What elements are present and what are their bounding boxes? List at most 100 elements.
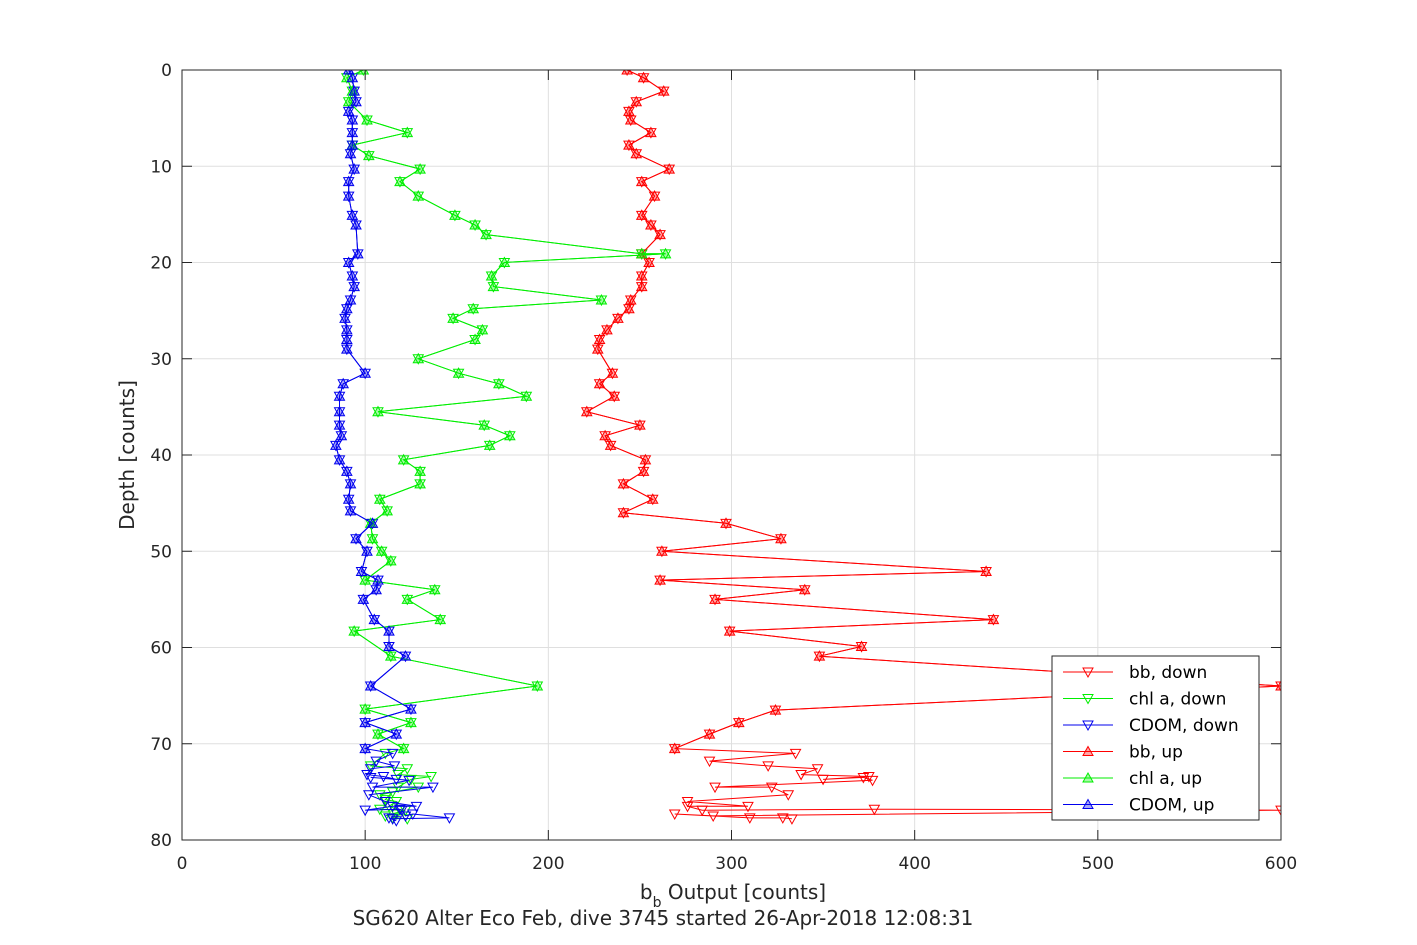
data-point <box>498 256 511 267</box>
data-point <box>857 772 870 784</box>
data-point <box>657 85 670 96</box>
data-point <box>399 811 412 822</box>
data-point <box>342 190 355 201</box>
data-point <box>1275 679 1281 691</box>
data-point <box>634 419 646 430</box>
data-point <box>399 650 412 661</box>
data-point <box>608 390 621 401</box>
data-point <box>375 545 388 556</box>
series-line <box>585 70 1281 750</box>
data-point <box>414 163 426 174</box>
data-point <box>364 772 377 784</box>
data-point <box>330 439 342 450</box>
data-point <box>383 813 395 824</box>
legend-label: chl a, up <box>1129 769 1202 789</box>
legend-label: bb, down <box>1129 663 1207 683</box>
data-point <box>401 593 414 604</box>
data-point <box>531 679 544 691</box>
data-point <box>388 761 401 772</box>
x-tick-label: 200 <box>532 854 564 874</box>
data-point <box>342 175 355 187</box>
data-point <box>630 147 643 159</box>
data-point <box>709 782 721 794</box>
x-axis-label-subscript: b <box>653 895 662 911</box>
data-point <box>346 139 359 150</box>
data-point <box>344 294 357 305</box>
data-point <box>346 114 359 125</box>
data-point <box>703 756 716 768</box>
data-point <box>390 816 403 827</box>
data-point <box>397 453 410 465</box>
x-tick-label: 500 <box>1082 854 1114 874</box>
data-point <box>397 742 410 754</box>
data-point <box>452 367 465 378</box>
data-point <box>659 247 672 259</box>
data-point <box>364 764 377 775</box>
data-point <box>654 574 666 585</box>
y-tick-label: 10 <box>150 157 172 177</box>
data-point <box>384 554 397 566</box>
data-point <box>789 748 802 760</box>
data-point <box>412 190 425 201</box>
y-tick-label: 0 <box>161 61 172 81</box>
data-point <box>333 405 346 417</box>
data-point <box>406 809 419 821</box>
x-tick-label: 100 <box>349 854 381 874</box>
data-point <box>645 218 657 230</box>
data-point <box>656 545 668 556</box>
x-axis-label-rest: Output [counts] <box>661 880 826 904</box>
data-point <box>425 771 437 783</box>
data-point <box>405 716 417 728</box>
data-point <box>350 95 362 107</box>
y-tick-label: 70 <box>150 735 172 755</box>
data-point <box>868 804 881 816</box>
data-point <box>342 70 355 75</box>
data-point <box>394 175 406 187</box>
data-point <box>720 517 732 528</box>
data-point <box>624 114 637 125</box>
data-point <box>866 775 879 787</box>
data-point <box>346 269 359 281</box>
data-point <box>668 809 681 821</box>
legend-marker <box>1082 720 1094 732</box>
data-point <box>987 613 1000 625</box>
data-point <box>346 209 359 220</box>
x-tick-label: 0 <box>177 854 188 874</box>
y-tick-label: 80 <box>150 831 172 851</box>
data-point <box>668 742 681 754</box>
data-point <box>362 149 375 161</box>
data-point <box>348 625 361 636</box>
y-tick-label: 40 <box>150 446 172 466</box>
data-point <box>366 782 379 794</box>
data-point <box>357 70 370 75</box>
data-point <box>386 814 399 825</box>
series-layer <box>330 70 1281 827</box>
data-point <box>624 294 637 305</box>
series-line <box>346 70 666 750</box>
data-point <box>401 126 414 138</box>
data-point <box>333 453 346 465</box>
data-point <box>346 126 359 138</box>
data-point <box>359 805 372 817</box>
data-point <box>483 439 496 450</box>
data-point <box>361 770 373 781</box>
data-point <box>342 256 355 267</box>
data-point <box>366 532 379 544</box>
data-point <box>341 343 353 354</box>
legend-marker <box>1082 798 1094 809</box>
data-point <box>775 532 787 544</box>
data-point <box>434 613 447 625</box>
data-point <box>782 790 795 801</box>
data-point <box>580 405 593 417</box>
data-point <box>366 517 379 528</box>
data-point <box>348 163 361 174</box>
y-tick-label: 60 <box>150 639 172 659</box>
data-point <box>350 218 362 230</box>
data-point <box>390 728 403 739</box>
data-point <box>654 228 666 240</box>
data-point <box>623 302 635 314</box>
legend-marker <box>1082 694 1094 705</box>
x-axis-label: bb Output [counts] <box>640 880 826 911</box>
data-point <box>681 801 694 813</box>
